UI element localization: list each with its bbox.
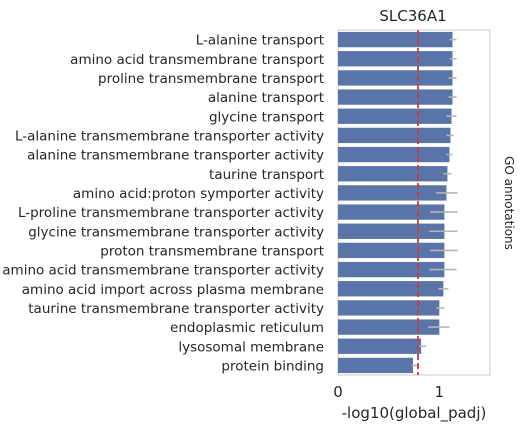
category-label: proline transmembrane transport: [98, 71, 324, 87]
bar: [338, 281, 444, 297]
bar: [338, 242, 445, 259]
category-label: L-proline transmembrane transporter acti…: [18, 205, 324, 221]
category-label: alanine transmembrane transporter activi…: [27, 148, 324, 164]
x-axis-title: -log10(global_padj): [342, 404, 487, 423]
bar: [338, 70, 453, 86]
category-label: taurine transmembrane transporter activi…: [28, 301, 324, 317]
bar: [338, 31, 453, 48]
bar: [338, 108, 452, 124]
category-label: amino acid:proton symporter activity: [73, 186, 324, 202]
category-label: alanine transport: [208, 90, 324, 106]
plot-area-frame: [337, 29, 491, 376]
bar: [338, 51, 453, 67]
bars-group: [338, 31, 453, 374]
category-label: endoplasmic reticulum: [170, 320, 324, 336]
category-label: protein binding: [221, 358, 324, 374]
category-label: amino acid transmembrane transporter act…: [2, 263, 324, 279]
bar: [338, 166, 448, 182]
bar: [338, 89, 453, 105]
bar: [338, 338, 422, 354]
category-label: L-alanine transmembrane transporter acti…: [15, 128, 324, 144]
bar: [338, 357, 413, 374]
error-bars-group: [411, 38, 458, 367]
category-label: L-alanine transport: [196, 33, 324, 49]
category-label: proton transmembrane transport: [100, 243, 324, 259]
category-labels: L-alanine transport amino acid transmembr…: [2, 33, 324, 375]
bar: [338, 185, 447, 201]
bar: [338, 127, 451, 144]
bar: [338, 204, 445, 220]
x-tick-label: 0: [333, 383, 343, 401]
bar: [338, 319, 440, 335]
bar: [338, 146, 450, 163]
category-label: glycine transport: [209, 109, 324, 125]
bar: [338, 261, 445, 278]
category-label: glycine transmembrane transporter activi…: [28, 224, 324, 240]
side-axis-label: GO annotations: [502, 156, 516, 250]
category-label: amino acid import across plasma membrane: [22, 282, 324, 298]
category-label: amino acid transmembrane transport: [70, 52, 324, 68]
bar: [338, 223, 445, 239]
category-label: lysosomal membrane: [178, 339, 324, 355]
bar: [338, 300, 440, 316]
category-label: taurine transport: [209, 167, 324, 183]
chart-title: SLC36A1: [379, 7, 446, 25]
x-tick-label: 1: [435, 383, 445, 401]
